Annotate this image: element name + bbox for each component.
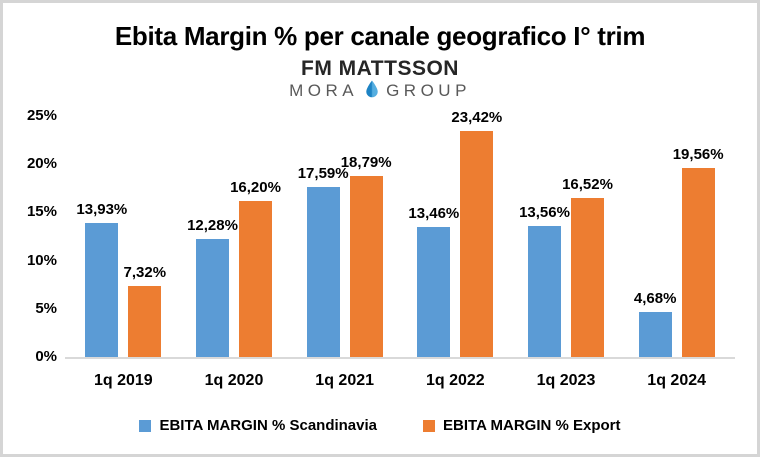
bar-export <box>681 168 715 357</box>
logo-text-fm-mattsson: FM MATTSSON <box>301 57 459 80</box>
bar-export <box>460 131 494 357</box>
x-axis-category-label: 1q 2022 <box>425 372 485 389</box>
bar-export <box>128 286 162 357</box>
chart-title: Ebita Margin % per canale geografico I° … <box>114 21 646 51</box>
logo-text-mora-group: MORA GROUP <box>3 80 757 100</box>
bar-scandinavia <box>196 238 229 357</box>
bar-value-label: 7,32% <box>123 264 167 282</box>
bar-scandinavia <box>528 226 561 357</box>
y-axis-tick-label: 5% <box>35 299 57 317</box>
y-axis-tick-label: 10% <box>26 251 57 269</box>
x-axis-category-label: 1q 2023 <box>536 372 596 389</box>
bar-value-label: 16,20% <box>230 178 281 196</box>
y-axis-tick-label: 15% <box>26 203 57 221</box>
fm-mattsson-mora-group-logo: FM MATTSSON MORA GROUP <box>3 58 757 100</box>
bar-value-label: 12,28% <box>187 216 238 234</box>
x-axis-category-label: 1q 2021 <box>315 372 375 389</box>
bar-scandinavia <box>638 311 672 357</box>
bar-value-label: 19,56% <box>672 146 724 164</box>
bar-value-label: 17,59% <box>297 165 349 183</box>
x-axis-category-label: 1q 2019 <box>93 372 153 389</box>
bar-scandinavia <box>85 222 119 357</box>
bar-value-label: 4,68% <box>633 289 677 307</box>
bar-export <box>349 175 383 357</box>
bar-scandinavia <box>306 187 340 357</box>
legend-swatch <box>139 419 152 432</box>
bar-value-label: 16,52% <box>562 175 613 193</box>
legend-label: EBITA MARGIN % Export <box>443 417 621 434</box>
bar-value-label: 18,79% <box>340 153 392 171</box>
legend-item-export: EBITA MARGIN % Export <box>423 417 621 434</box>
legend-swatch <box>423 419 436 432</box>
water-drop-icon <box>366 80 378 98</box>
logo-text-mora: MORA <box>289 80 359 100</box>
legend-label: EBITA MARGIN % Scandinavia <box>159 417 378 434</box>
bar-value-label: 13,93% <box>76 200 128 218</box>
x-axis-category-label: 1q 2020 <box>204 372 264 389</box>
bar-value-label: 23,42% <box>451 109 503 127</box>
bar-value-label: 13,56% <box>519 204 570 222</box>
bar-export <box>239 200 272 357</box>
plot-area: 0% 5% 10% 15% 20% 25% 1q 2019 13,93% 7,32% 1q 202… <box>3 3 757 454</box>
x-axis-category-label: 1q 2024 <box>647 372 707 389</box>
logo-text-group: GROUP <box>386 80 471 100</box>
y-axis-tick-label: 25% <box>26 107 57 124</box>
legend-item-scandinavia: EBITA MARGIN % Scandinavia <box>139 417 377 434</box>
x-axis-line <box>65 357 735 359</box>
bar-scandinavia <box>417 227 451 357</box>
bar-export <box>571 197 604 357</box>
legend: EBITA MARGIN % Scandinavia EBITA MARGIN %… <box>3 417 757 434</box>
y-axis-tick-label: 0% <box>35 348 57 365</box>
y-axis-tick-label: 20% <box>26 155 57 173</box>
bar-value-label: 13,46% <box>408 205 460 223</box>
